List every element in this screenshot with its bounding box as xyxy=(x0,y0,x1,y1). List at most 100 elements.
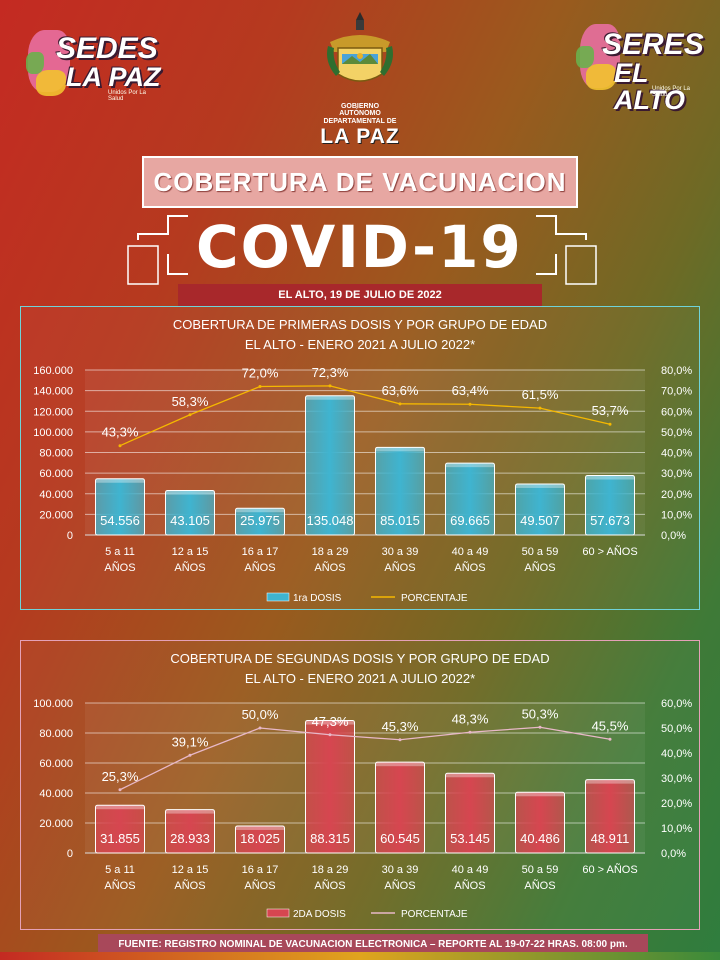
bar-top-highlight xyxy=(165,809,215,814)
x-tick-label: 60 > AÑOS xyxy=(582,863,637,876)
bar-top-highlight xyxy=(165,490,215,495)
x-tick-label: 16 a 17 xyxy=(242,864,279,876)
bar-value-label: 48.911 xyxy=(591,831,630,846)
seres-logo-line1: SERES xyxy=(602,28,704,61)
bar-value-label: 18.025 xyxy=(240,831,280,846)
line-value-label: 53,7% xyxy=(592,403,629,418)
x-tick-label: AÑOS xyxy=(454,879,485,892)
line-value-label: 45,3% xyxy=(382,719,419,734)
line-point xyxy=(468,402,472,406)
line-point xyxy=(118,788,122,792)
bar xyxy=(375,761,425,854)
x-tick-label: AÑOS xyxy=(104,879,135,892)
bar-value-label: 57.673 xyxy=(590,513,630,528)
y-tick-label: 60.000 xyxy=(39,758,73,770)
bar-top-highlight xyxy=(305,395,355,400)
y-tick-label: 20.000 xyxy=(39,818,73,830)
bar-top-highlight xyxy=(585,475,635,480)
line-value-label: 63,6% xyxy=(382,383,419,398)
y2-tick-label: 10,0% xyxy=(661,823,692,835)
chart2-plot: 0 20.000 40.000 60.000 80.000 100.000 0,0% 10,0… xyxy=(33,698,692,920)
date-banner: EL ALTO, 19 DE JULIO DE 2022 xyxy=(178,284,542,306)
bar-top-highlight xyxy=(445,463,495,468)
y-tick-label: 0 xyxy=(67,530,73,542)
x-tick-label: AÑOS xyxy=(174,879,205,892)
bar xyxy=(305,720,355,854)
line-value-label: 39,1% xyxy=(172,734,209,749)
bar-value-label: 54.556 xyxy=(100,513,140,528)
y-tick-label: 60.000 xyxy=(39,468,73,480)
bar-value-label: 43.105 xyxy=(170,513,210,528)
bar-top-highlight xyxy=(375,447,425,452)
bar xyxy=(95,478,145,536)
line-point xyxy=(538,406,542,410)
x-tick-label: 18 a 29 xyxy=(312,864,349,876)
line-value-label: 45,5% xyxy=(592,718,629,733)
chart-panel-second-dose: COBERTURA DE SEGUNDAS DOSIS Y POR GRUPO … xyxy=(20,640,700,930)
x-tick-label: AÑOS xyxy=(454,561,485,574)
bar xyxy=(235,507,285,536)
y2-tick-label: 20,0% xyxy=(661,489,692,501)
line-point xyxy=(608,737,612,741)
bar xyxy=(165,809,215,854)
y2-tick-label: 30,0% xyxy=(661,468,692,480)
line-value-label: 72,0% xyxy=(242,366,279,381)
bar-top-highlight xyxy=(95,805,145,810)
line-point xyxy=(188,753,192,757)
bar-value-label: 40.486 xyxy=(520,831,560,846)
bar-top-highlight xyxy=(235,508,285,513)
y2-tick-label: 20,0% xyxy=(661,798,692,810)
y2-tick-label: 40,0% xyxy=(661,748,692,760)
y-tick-label: 80.000 xyxy=(39,448,73,460)
bar-value-label: 135.048 xyxy=(307,513,354,528)
y2-tick-label: 60,0% xyxy=(661,698,692,710)
bar-value-label: 31.855 xyxy=(100,831,140,846)
bar-value-label: 85.015 xyxy=(380,513,420,528)
y2-tick-label: 0,0% xyxy=(661,530,686,542)
line-point xyxy=(258,385,262,388)
percentage-line xyxy=(119,726,611,791)
chart1-plot: 0 20.000 40.000 60.000 80.000 100.000 120.000 1… xyxy=(33,365,692,604)
chart-panel-first-dose: COBERTURA DE PRIMERAS DOSIS Y POR GRUPO … xyxy=(20,306,700,610)
bar-top-highlight xyxy=(375,762,425,767)
gobernacion-la-paz-logo: GOBIERNO AUTÓNOMO DEPARTAMENTAL DE LA PA… xyxy=(320,8,400,148)
y2-tick-label: 0,0% xyxy=(661,848,686,860)
x-tick-label: AÑOS xyxy=(104,561,135,574)
gobernacion-name: LA PAZ xyxy=(320,125,400,149)
x-tick-label: AÑOS xyxy=(244,561,275,574)
sedes-logo-line2: LA PAZ xyxy=(66,62,161,92)
bar xyxy=(585,475,635,536)
line-value-label: 48,3% xyxy=(452,711,489,726)
y2-tick-label: 10,0% xyxy=(661,509,692,521)
covid-frame-decoration xyxy=(127,215,597,285)
chart2-title-line1: COBERTURA DE SEGUNDAS DOSIS Y POR GRUPO … xyxy=(170,651,550,666)
legend-bar-swatch xyxy=(266,592,290,602)
y2-tick-label: 30,0% xyxy=(661,773,692,785)
line-value-label: 50,3% xyxy=(522,706,559,721)
y-tick-label: 160.000 xyxy=(33,365,73,377)
bar-value-label: 53.145 xyxy=(450,831,490,846)
line-point xyxy=(398,402,402,406)
x-tick-label: AÑOS xyxy=(174,561,205,574)
y-tick-label: 0 xyxy=(67,848,73,860)
line-point xyxy=(398,738,402,742)
y-tick-label: 20.000 xyxy=(39,509,73,521)
seres-logo-sub: Unidos Por La Salud xyxy=(652,86,691,98)
y-tick-label: 80.000 xyxy=(39,728,73,740)
source-text: FUENTE: REGISTRO NOMINAL DE VACUNACION E… xyxy=(118,938,628,950)
bar-value-label: 28.933 xyxy=(170,831,210,846)
legend-bar-swatch xyxy=(266,908,290,918)
bar-top-highlight xyxy=(95,478,145,483)
x-tick-label: 30 a 39 xyxy=(382,546,419,558)
bar-top-highlight xyxy=(235,825,285,830)
chart1-title-line2: EL ALTO - ENERO 2021 A JULIO 2022* xyxy=(244,337,476,352)
x-tick-label: 5 a 11 xyxy=(105,546,135,558)
bar-top-highlight xyxy=(515,483,565,488)
bar-value-label: 69.665 xyxy=(450,513,490,528)
x-tick-label: AÑOS xyxy=(244,879,275,892)
x-tick-label: 16 a 17 xyxy=(242,546,279,558)
footer-stripe xyxy=(0,952,720,960)
chart1-title-line1: COBERTURA DE PRIMERAS DOSIS Y POR GRUPO … xyxy=(172,317,548,332)
line-point xyxy=(118,444,122,448)
y-tick-label: 120.000 xyxy=(33,406,73,418)
